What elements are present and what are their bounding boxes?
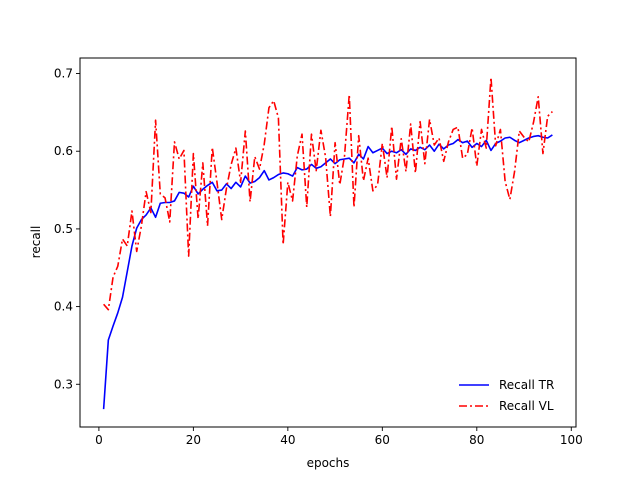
x-tick-label: 0 (95, 433, 103, 447)
y-tick-label: 0.3 (54, 377, 73, 391)
x-tick-label: 100 (560, 433, 583, 447)
y-tick-label: 0.7 (54, 67, 73, 81)
legend-label-1: Recall TR (499, 378, 554, 392)
y-tick-label: 0.6 (54, 144, 73, 158)
plot-area (102, 76, 553, 410)
x-axis-label: epochs (307, 456, 350, 470)
x-tick-label: 60 (375, 433, 390, 447)
series-line-1 (102, 134, 553, 410)
y-axis: 0.3 0.4 0.5 0.6 0.7 (54, 67, 80, 391)
x-tick-label: 20 (186, 433, 201, 447)
x-axis: 0 20 40 60 80 100 (95, 427, 583, 447)
y-tick-label: 0.4 (54, 300, 73, 314)
series-line-2 (103, 76, 553, 311)
plot-frame (79, 57, 577, 428)
legend: Recall TR Recall VL (459, 378, 554, 413)
y-axis-label: recall (29, 226, 43, 259)
y-tick-label: 0.5 (54, 222, 73, 236)
x-tick-label: 40 (280, 433, 295, 447)
legend-label-2: Recall VL (499, 399, 554, 413)
x-tick-label: 80 (469, 433, 484, 447)
